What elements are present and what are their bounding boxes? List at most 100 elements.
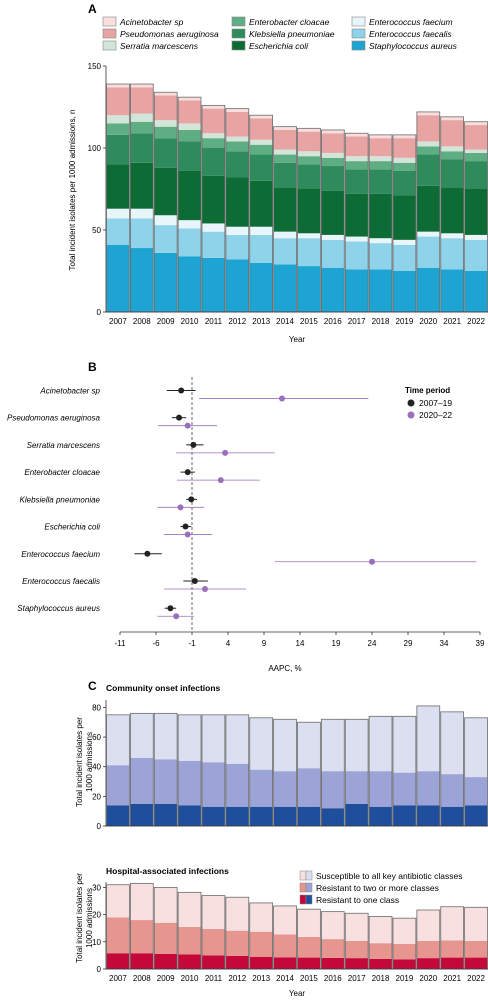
bar-segment xyxy=(178,954,201,969)
bar-segment xyxy=(321,166,345,191)
bar-segment xyxy=(464,907,488,941)
x-tick-label: 2019 xyxy=(396,317,414,326)
bar-segment xyxy=(345,241,369,270)
bar-segment xyxy=(106,84,130,88)
x-tick-label: 2017 xyxy=(348,974,366,983)
bar-segment xyxy=(106,208,130,219)
legend-label: Resistant to two or more classes xyxy=(316,883,439,893)
bar-segment xyxy=(321,234,345,240)
bar-segment xyxy=(440,957,464,969)
estimate-point xyxy=(184,531,191,538)
bar-segment xyxy=(178,141,201,171)
legend-label: Enterococcus faecalis xyxy=(369,29,452,39)
x-tick-label: 2011 xyxy=(205,317,223,326)
x-tick-label: 2022 xyxy=(467,974,485,983)
bar-segment xyxy=(369,193,392,239)
x-tick-label: 2008 xyxy=(133,317,151,326)
bar-segment xyxy=(440,120,464,147)
bar-segment xyxy=(393,134,416,139)
panel-a-ylabel: Total incident isolates per 1000 admissi… xyxy=(68,110,77,271)
bar-segment xyxy=(106,765,130,806)
panel-b-letter: B xyxy=(88,360,97,374)
bar-segment xyxy=(464,805,488,826)
bar-segment xyxy=(154,922,178,954)
bar-segment xyxy=(202,133,225,139)
bar-segment xyxy=(154,167,178,216)
bar-segment xyxy=(130,953,154,969)
bar-segment xyxy=(273,934,297,958)
bar-segment xyxy=(225,763,249,807)
bar-segment xyxy=(130,208,154,219)
bar-segment xyxy=(416,115,440,142)
estimate-point xyxy=(188,496,195,503)
bar-segment xyxy=(249,717,273,770)
x-tick-label: 2019 xyxy=(396,974,414,983)
bar-segment xyxy=(202,108,225,134)
x-tick-label: 2014 xyxy=(276,974,294,983)
bar-segment xyxy=(416,267,440,312)
bar-segment xyxy=(440,711,464,775)
x-tick-label: 24 xyxy=(368,639,377,648)
bar-segment xyxy=(130,757,154,804)
bar-segment xyxy=(416,805,440,826)
bar-segment xyxy=(369,138,392,157)
x-tick-label: 2009 xyxy=(157,974,175,983)
bar-segment xyxy=(464,189,488,235)
y-tick-label: 150 xyxy=(88,62,102,71)
bar-segment xyxy=(345,771,369,804)
bar-segment xyxy=(345,136,369,157)
bar-segment xyxy=(202,955,225,969)
bar-segment xyxy=(416,154,440,186)
bar-segment xyxy=(321,267,345,312)
category-label: Enterococcus faecalis xyxy=(22,577,100,586)
bar-segment xyxy=(297,957,321,969)
bar-segment xyxy=(273,126,297,130)
x-tick-label: -6 xyxy=(152,639,160,648)
bar-segment xyxy=(249,956,273,969)
panel-b: B -11 -6 -1 4 9 14 19 24 29 34 39 Acinetobacter sp P… xyxy=(7,360,485,673)
bar-segment xyxy=(249,262,273,312)
bar-segment xyxy=(106,123,130,135)
x-tick-label: 2010 xyxy=(181,317,199,326)
category-label: Klebsiella pneumoniae xyxy=(20,495,101,504)
bar-segment xyxy=(440,940,464,958)
y-tick-label: 30 xyxy=(92,883,101,892)
x-tick-label: 2013 xyxy=(252,974,270,983)
bar-segment xyxy=(273,162,297,188)
bar-segment xyxy=(225,234,249,260)
bar-segment xyxy=(249,115,273,119)
bar-segment xyxy=(154,215,178,226)
bar-segment xyxy=(393,138,416,158)
panel-a-letter: A xyxy=(88,2,97,16)
bar-segment xyxy=(393,716,416,773)
bar-segment xyxy=(416,141,440,147)
legend-swatch xyxy=(351,16,366,27)
legend-marker xyxy=(407,411,415,419)
legend-swatch-community xyxy=(305,870,313,881)
bar-segment xyxy=(297,266,321,312)
legend-label: Resistant to one class xyxy=(316,895,399,905)
bar-segment xyxy=(130,218,154,249)
bar-segment xyxy=(440,187,464,234)
estimate-point xyxy=(190,441,197,448)
legend-swatch xyxy=(102,28,117,39)
bar-segment xyxy=(249,226,273,235)
panel-c-letter: C xyxy=(88,679,97,693)
bar-segment xyxy=(369,156,392,162)
bar-segment xyxy=(321,152,345,158)
category-label: Serratia marcescens xyxy=(27,441,100,450)
bar-segment xyxy=(178,123,201,130)
bar-segment xyxy=(393,162,416,171)
y-tick-label: 80 xyxy=(92,703,101,712)
x-tick-label: 2008 xyxy=(133,974,151,983)
bar-segment xyxy=(130,162,154,209)
legend-label: Pseudomonas aeruginosa xyxy=(120,29,219,39)
bar-segment xyxy=(369,269,392,312)
bar-segment xyxy=(464,125,488,150)
panel-b-xlabel: AAPC, % xyxy=(268,664,301,673)
bar-segment xyxy=(178,170,201,221)
y-tick-label: 20 xyxy=(92,792,101,801)
bar-segment xyxy=(178,129,201,142)
bar-segment xyxy=(225,108,249,112)
bar-segment xyxy=(297,238,321,267)
